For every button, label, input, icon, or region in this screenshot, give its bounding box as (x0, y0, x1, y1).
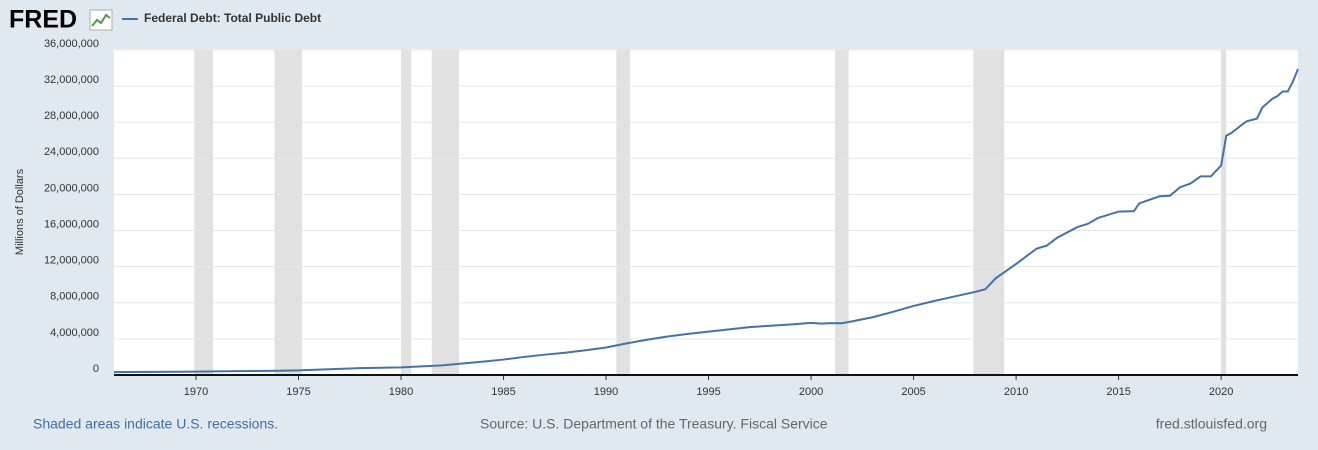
y-axis-label: Millions of Dollars (14, 168, 26, 255)
y-tick-label: 20,000,000 (44, 182, 99, 194)
recession-band (431, 49, 460, 375)
y-tick-label: 12,000,000 (44, 255, 99, 267)
y-tick-label: 36,000,000 (44, 38, 99, 50)
recession-band (274, 49, 303, 375)
x-tick-label: 1980 (389, 386, 413, 398)
y-tick-label: 0 (93, 363, 99, 375)
y-tick-label: 28,000,000 (44, 110, 99, 122)
recession-band (835, 49, 849, 375)
logo-icon (89, 9, 113, 31)
y-tick-label: 32,000,000 (44, 74, 99, 86)
x-tick-label: 1985 (491, 386, 515, 398)
source: Source: U.S. Department of the Treasury.… (480, 416, 828, 432)
y-tick-label: 4,000,000 (50, 327, 99, 339)
x-tick-label: 2000 (799, 386, 823, 398)
recession-band (616, 49, 631, 375)
y-tick-label: 16,000,000 (44, 218, 99, 230)
x-tick-label: 1975 (286, 386, 310, 398)
x-tick-label: 2015 (1106, 386, 1130, 398)
x-tick-label: 2010 (1004, 386, 1028, 398)
recession-band (401, 49, 412, 375)
x-tick-label: 1970 (184, 386, 208, 398)
x-tick-label: 2020 (1209, 386, 1233, 398)
site: fred.stlouisfed.org (1156, 416, 1267, 432)
plot-area (114, 49, 1298, 375)
x-tick-label: 1990 (594, 386, 618, 398)
x-tick-label: 2005 (901, 386, 925, 398)
recession-band (1221, 49, 1227, 375)
y-tick-label: 24,000,000 (44, 146, 99, 158)
data-line (113, 68, 1299, 374)
recession-band (973, 49, 1005, 375)
y-tick-label: 8,000,000 (50, 291, 99, 303)
logo: FRED (9, 6, 77, 34)
recession-band (194, 49, 214, 375)
recession-note: Shaded areas indicate U.S. recessions. (33, 416, 278, 432)
x-tick-label: 1995 (696, 386, 720, 398)
legend-label: Federal Debt: Total Public Debt (144, 11, 321, 25)
